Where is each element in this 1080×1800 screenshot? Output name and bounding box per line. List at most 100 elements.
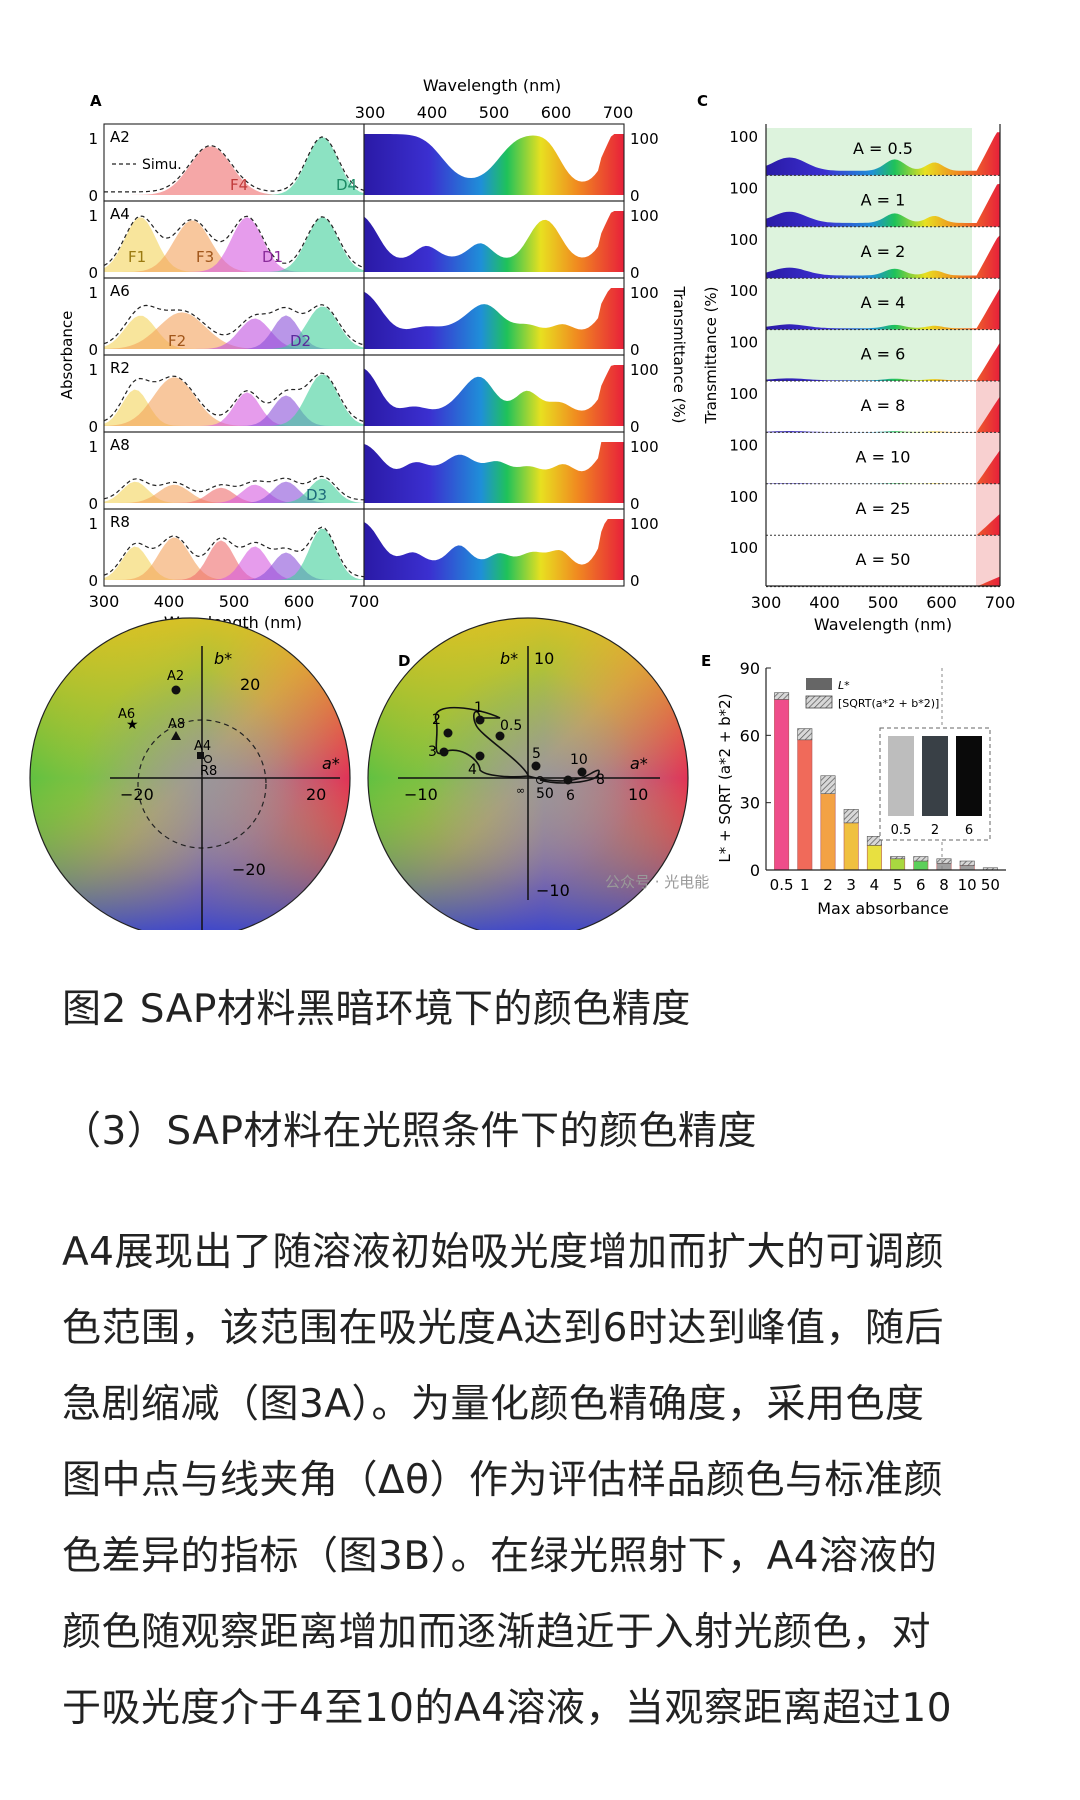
transmittance-axis-title: Transmittance (%) [670, 285, 688, 423]
panel-e-x-tick: 10 [958, 876, 977, 894]
figure-caption: 图2 SAP材料黑暗环境下的颜色精度 [62, 987, 691, 1032]
bar-l [936, 862, 952, 871]
row-name: A4 [110, 205, 130, 223]
section-heading: （3）SAP材料在光照条件下的颜色精度 [62, 1109, 757, 1154]
panel-c-row-label: A = 1 [861, 190, 906, 209]
panel-c-y-tick: 100 [729, 179, 758, 197]
inset-vial-2 [922, 736, 948, 816]
panel-a-row-a4: A4 1 0 100 0 F1 F3 D1 [88, 200, 659, 282]
abs-tick: 0 [88, 264, 98, 282]
abs-tick: 0 [88, 187, 98, 205]
panel-e-x-tick: 1 [800, 876, 810, 894]
a-top-tick: 700 [603, 103, 634, 122]
panel-a-top-axis-title: Wavelength (nm) [423, 76, 561, 95]
bar-l [797, 739, 813, 871]
peak-label: F2 [168, 332, 186, 350]
a-top-tick: 300 [355, 103, 386, 122]
d-label-2: 2 [432, 712, 441, 728]
panel-e-y-tick: 30 [740, 794, 760, 813]
panel-c-row-label: A = 50 [856, 550, 911, 569]
d-label-5: 5 [532, 746, 541, 762]
panel-c-row-label: A = 4 [861, 293, 906, 312]
bar-l [913, 860, 929, 871]
panel-e-x-tick: 3 [846, 876, 856, 894]
a-bottom-tick: 300 [89, 592, 120, 611]
simu-legend: Simu. [142, 157, 182, 173]
trans-tick: 0 [630, 495, 640, 513]
d-label-inf: ∞ [516, 784, 525, 797]
panel-e-y-tick: 90 [740, 659, 760, 678]
panel-c-row-label: A = 2 [861, 242, 906, 261]
paragraph-line: A4展现出了随溶液初始吸光度增加而扩大的可调颜 [62, 1230, 944, 1275]
d-label-6: 6 [566, 788, 575, 804]
panel-a-row-a6: A6 1 0 100 0 F2 D2 [88, 277, 659, 359]
bar-l [774, 699, 790, 871]
panel-c-row: A = 10 100 [729, 436, 1000, 485]
panel-c-row: A = 50 100 [729, 539, 1000, 588]
panel-c-row: A = 6 100 [729, 334, 1000, 382]
point-a4-label: A4 [194, 739, 211, 754]
panel-c-x-tick: 500 [868, 593, 899, 612]
panel-e-y-tick: 60 [740, 726, 760, 745]
panel-c-row-label: A = 25 [856, 499, 911, 518]
panel-e-y-title: L* + SQRT (a*2 + b*2) [716, 693, 734, 862]
panel-e-x-tick: 8 [939, 876, 949, 894]
panel-c-y-tick: 100 [729, 128, 758, 146]
a-top-tick: 400 [417, 103, 448, 122]
abs-tick: 1 [88, 207, 98, 225]
panel-c-row: A = 2 100 [729, 231, 1000, 279]
panel-a: A Wavelength (nm) 300 400 500 600 700 300 400… [58, 76, 688, 632]
panel-c-y-tick: 100 [729, 488, 758, 506]
trajectory-loop-1 [434, 706, 529, 778]
trans-tick: 100 [630, 130, 659, 148]
d-label-8: 8 [596, 772, 605, 788]
panel-e-x-tick: 4 [870, 876, 880, 894]
a-top-tick: 600 [541, 103, 572, 122]
inset-label-6: 6 [965, 823, 973, 838]
point-a6-label: A6 [118, 707, 135, 722]
legend-l-swatch [806, 678, 832, 690]
bar-l [959, 865, 975, 871]
trans-tick: 0 [630, 572, 640, 590]
panel-d-b-axis: b* [500, 649, 518, 668]
row-name: A2 [110, 128, 130, 146]
legend-sqrt-label: [SQRT(a*2 + b*2)] [838, 697, 939, 710]
peak-label: F4 [230, 176, 248, 194]
abs-tick: 1 [88, 130, 98, 148]
abs-tick: 1 [88, 515, 98, 533]
legend-sqrt-swatch [805, 695, 833, 709]
panel-c-row: A = 8 100 [729, 385, 1000, 433]
trans-tick: 0 [630, 187, 640, 205]
panel-d-tick-a-pos: 10 [628, 785, 648, 804]
point-r8-label: R8 [200, 764, 217, 779]
panel-c-y-tick: 100 [729, 231, 758, 249]
panel-b-tick-b-pos: 20 [240, 675, 260, 694]
panel-c-row-label: A = 10 [856, 447, 911, 466]
panel-c-row-label: A = 8 [861, 396, 906, 415]
abs-tick: 1 [88, 438, 98, 456]
panel-e-x-tick: 50 [981, 876, 1000, 894]
watermark: 公众号 · 光电能 [605, 873, 709, 891]
peak-label: D1 [262, 248, 283, 266]
d-label-1: 1 [474, 700, 483, 716]
a-top-tick: 500 [479, 103, 510, 122]
panel-d-tick-b-neg: −10 [536, 881, 570, 900]
panel-d-a-axis: a* [630, 754, 648, 773]
panel-d-tick-b-pos: 10 [534, 649, 554, 668]
bar-sqrt [890, 856, 906, 860]
panel-e-x-tick: 5 [893, 876, 903, 894]
row-name: R8 [110, 513, 130, 531]
panel-e-x-tick: 2 [823, 876, 833, 894]
peak-label: F1 [128, 248, 146, 266]
panel-a-label: A [90, 92, 102, 110]
peak-label: F3 [196, 248, 214, 266]
row-name: R2 [110, 359, 130, 377]
a-bottom-tick: 400 [154, 592, 185, 611]
bar-sqrt [959, 860, 975, 866]
bar-l [843, 822, 859, 871]
d-label-50: 50 [536, 786, 554, 802]
panel-c-x-tick: 600 [926, 593, 957, 612]
trans-tick: 0 [630, 418, 640, 436]
abs-tick: 0 [88, 341, 98, 359]
panel-c-x-title: Wavelength (nm) [814, 615, 952, 634]
